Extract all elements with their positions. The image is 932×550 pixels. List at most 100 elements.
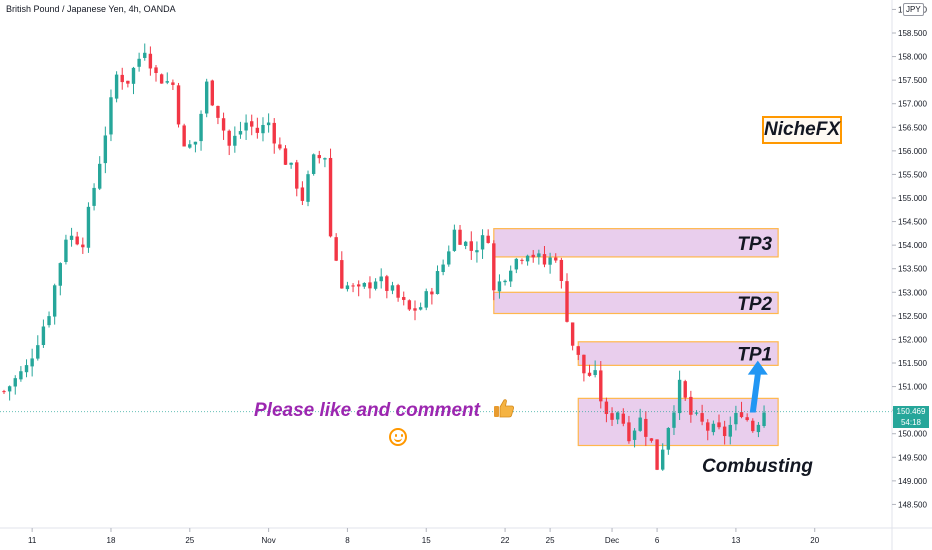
candle-body	[677, 379, 682, 414]
price-tick-label: 153.000	[898, 288, 927, 297]
candle-body	[261, 124, 265, 134]
candle-body	[554, 257, 558, 261]
candle-body	[171, 82, 175, 85]
time-tick-label: Nov	[261, 536, 275, 545]
price-tick-label: 156.500	[898, 123, 927, 132]
zone-label-tp3: TP3	[737, 234, 772, 255]
candle-body	[655, 439, 659, 470]
candle-body	[390, 285, 395, 291]
candle-body	[289, 162, 293, 165]
candle-body	[756, 424, 761, 433]
candle-body	[486, 235, 490, 243]
candle-body	[430, 291, 434, 295]
candle-body	[441, 264, 445, 273]
candle-body	[30, 358, 34, 367]
candle-body	[109, 97, 113, 135]
candle-body	[295, 162, 299, 189]
candle-body	[627, 422, 631, 442]
bar-countdown-tag: 54:18	[893, 416, 929, 428]
candle-body	[537, 253, 541, 257]
price-tick-label: 156.000	[898, 147, 927, 156]
currency-badge[interactable]: JPY	[903, 3, 924, 16]
candle-body	[311, 154, 316, 174]
time-tick-label: 20	[810, 536, 819, 545]
time-tick-label: 8	[345, 536, 350, 545]
candle-body	[98, 163, 102, 189]
candle-body	[300, 187, 305, 201]
candle-body	[75, 236, 79, 245]
candle-body	[351, 285, 355, 287]
candle-body	[283, 148, 288, 165]
candle-body	[244, 122, 248, 131]
candle-body	[69, 235, 74, 240]
candle-body	[615, 412, 620, 420]
price-tick-label: 152.000	[898, 335, 927, 344]
candle-body	[525, 255, 530, 262]
candle-body	[306, 174, 310, 202]
price-tick-label: 154.000	[898, 241, 927, 250]
price-tick-label: 150.000	[898, 430, 927, 439]
candle-body	[328, 157, 333, 237]
price-tick-label: 157.000	[898, 100, 927, 109]
symbol-title: British Pound / Japanese Yen, 4h, OANDA	[6, 4, 176, 14]
candle-body	[424, 291, 428, 308]
candle-body	[520, 259, 524, 261]
brand-label: NicheFX	[762, 116, 842, 144]
candle-body	[509, 270, 513, 282]
smiley-icon	[389, 428, 407, 446]
candle-body	[661, 449, 665, 470]
candle-body	[717, 422, 721, 428]
candle-body	[762, 412, 766, 426]
candle-body	[379, 276, 383, 282]
time-tick-label: 6	[655, 536, 660, 545]
time-tick-label: 11	[28, 536, 37, 545]
price-tick-label: 155.500	[898, 170, 927, 179]
price-tick-label: 151.500	[898, 359, 927, 368]
price-tick-label: 154.500	[898, 218, 927, 227]
candle-body	[492, 243, 496, 291]
candle-body	[165, 81, 169, 83]
candle-body	[503, 280, 507, 283]
candle-body	[154, 67, 158, 74]
candle-body	[373, 281, 378, 289]
candle-body	[514, 258, 519, 270]
candle-body	[204, 81, 209, 114]
candle-body	[610, 413, 614, 420]
candle-body	[447, 251, 451, 265]
candle-body	[463, 241, 468, 246]
price-tick-label: 155.000	[898, 194, 927, 203]
candle-body	[570, 322, 575, 346]
candle-body	[182, 125, 186, 147]
time-tick-label: 25	[185, 536, 194, 545]
candle-body	[317, 155, 321, 159]
candle-body	[345, 285, 350, 290]
candle-body	[407, 300, 412, 310]
price-tick-label: 149.500	[898, 453, 927, 462]
candle-body	[272, 122, 276, 144]
price-tick-label: 158.000	[898, 53, 927, 62]
candle-body	[458, 229, 462, 245]
candle-body	[216, 105, 220, 118]
zone-label-tp2: TP2	[737, 294, 772, 315]
candle-body	[413, 308, 417, 311]
candle-body	[266, 122, 271, 126]
candle-body	[452, 229, 457, 251]
candle-body	[47, 316, 51, 326]
candle-body	[531, 254, 535, 258]
candle-body	[362, 283, 367, 287]
candle-body	[64, 239, 68, 263]
last-price-tag: 150.469	[893, 405, 929, 417]
candle-body	[700, 413, 704, 422]
candle-body	[734, 412, 738, 425]
candle-body	[143, 52, 147, 58]
combusting-label: Combusting	[702, 456, 813, 477]
price-tick-label: 157.500	[898, 76, 927, 85]
time-tick-label: 15	[422, 536, 431, 545]
candle-body	[722, 426, 727, 437]
candle-body	[621, 413, 625, 424]
candle-body	[672, 412, 676, 428]
candle-body	[323, 158, 327, 160]
candle-body	[475, 250, 479, 253]
candle-body	[368, 282, 372, 289]
candle-body	[13, 378, 17, 387]
